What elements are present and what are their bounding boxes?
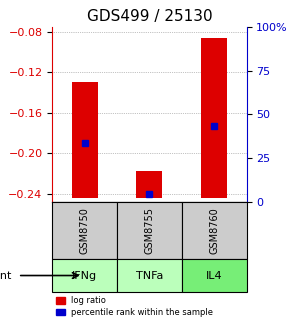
Bar bbox=[201, 38, 227, 198]
Text: TNFa: TNFa bbox=[136, 270, 163, 281]
Bar bbox=[136, 171, 162, 198]
Text: agent: agent bbox=[0, 270, 12, 281]
FancyBboxPatch shape bbox=[182, 202, 246, 259]
FancyBboxPatch shape bbox=[52, 202, 117, 259]
Text: IL4: IL4 bbox=[206, 270, 222, 281]
Legend: log ratio, percentile rank within the sample: log ratio, percentile rank within the sa… bbox=[56, 296, 213, 317]
FancyBboxPatch shape bbox=[117, 259, 182, 292]
Title: GDS499 / 25130: GDS499 / 25130 bbox=[86, 9, 212, 24]
Bar bbox=[72, 82, 97, 198]
Text: GSM8750: GSM8750 bbox=[79, 207, 90, 254]
Text: GSM8755: GSM8755 bbox=[144, 207, 154, 254]
FancyBboxPatch shape bbox=[182, 259, 246, 292]
Text: GSM8760: GSM8760 bbox=[209, 207, 219, 254]
FancyBboxPatch shape bbox=[117, 202, 182, 259]
FancyBboxPatch shape bbox=[52, 259, 117, 292]
Text: IFNg: IFNg bbox=[72, 270, 97, 281]
